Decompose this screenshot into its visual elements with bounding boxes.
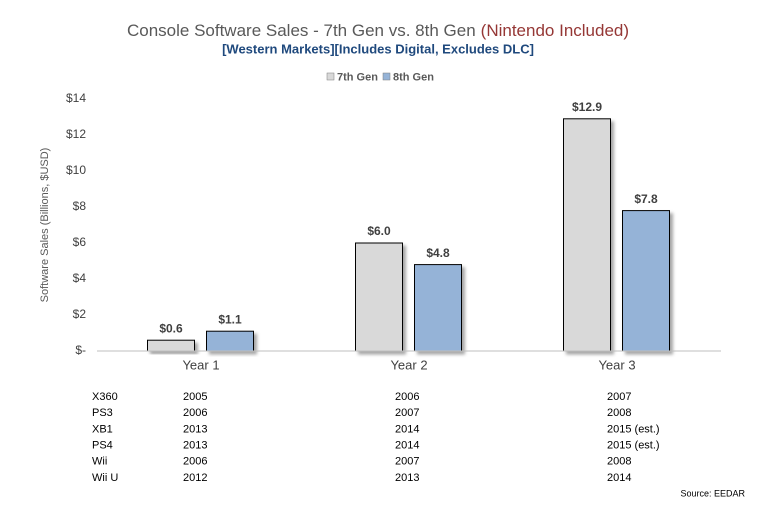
title-highlight: (Nintendo Included) [481, 21, 629, 40]
table-cell: Wii [92, 456, 107, 468]
table-cell: XB1 [92, 423, 113, 435]
table-cell: 2013 [395, 472, 419, 484]
table-cell: 2013 [183, 423, 207, 435]
table-cell: X360 [92, 391, 118, 403]
y-tick-label: $10 [66, 163, 86, 177]
legend-swatch [326, 72, 335, 81]
table-cell: PS3 [92, 407, 113, 419]
chart-subtitle: [Western Markets][Includes Digital, Excl… [222, 41, 534, 56]
table-cell: 2008 [607, 456, 631, 468]
source: Source: EEDAR [680, 488, 745, 498]
y-tick-label: $4 [73, 271, 87, 285]
value-label: $12.9 [572, 100, 602, 114]
table-cell: 2006 [183, 407, 207, 419]
table-cell: 2013 [183, 440, 207, 452]
table-cell: 2006 [183, 456, 207, 468]
table-cell: 2005 [183, 391, 207, 403]
console-table: X360 2005 2006 2007 PS3 2006 2007 2008 XB1 2013 20… [92, 391, 660, 484]
y-tick-label: $8 [73, 199, 87, 213]
table-cell: 2014 [607, 472, 631, 484]
y-tick-label: $12 [66, 127, 86, 141]
table-cell: 2008 [607, 407, 631, 419]
bar [147, 339, 195, 352]
table-cell: 2014 [395, 423, 419, 435]
y-tick-label: $- [75, 343, 86, 357]
bar [414, 264, 462, 352]
table-cell: 2012 [183, 472, 207, 484]
value-label: $4.8 [426, 246, 450, 260]
title-main: Console Software Sales - 7th Gen vs. 8th… [127, 21, 476, 40]
x-tick-label: Year 3 [598, 357, 635, 372]
table-cell: PS4 [92, 440, 113, 452]
table-cell: 2006 [395, 391, 419, 403]
table-cell: 2015 (est.) [607, 440, 660, 452]
table-cell: 2015 (est.) [607, 423, 660, 435]
chart-title: Console Software Sales - 7th Gen vs. 8th… [127, 21, 629, 40]
value-label: $6.0 [367, 224, 391, 238]
table-cell: 2007 [395, 407, 419, 419]
y-tick-label: $6 [73, 235, 87, 249]
bar [622, 210, 670, 352]
table-cell: 2007 [395, 456, 419, 468]
table-cell: 2007 [607, 391, 631, 403]
bar [355, 242, 403, 352]
value-label: $7.8 [634, 192, 658, 206]
bar [563, 118, 611, 352]
legend-swatch [382, 72, 391, 81]
x-tick-label: Year 1 [182, 357, 219, 372]
table-cell: Wii U [92, 472, 118, 484]
y-tick-label: $14 [66, 91, 86, 105]
value-label: $0.6 [159, 321, 183, 335]
legend-label: 7th Gen [337, 71, 378, 83]
value-label: $1.1 [218, 312, 242, 326]
x-tick-label: Year 2 [390, 357, 427, 372]
table-cell: 2014 [395, 440, 419, 452]
bar [206, 330, 254, 352]
legend-label: 8th Gen [393, 71, 434, 83]
y-axis-label: Software Sales (Billions, $USD) [39, 148, 51, 303]
y-tick-label: $2 [73, 307, 87, 321]
